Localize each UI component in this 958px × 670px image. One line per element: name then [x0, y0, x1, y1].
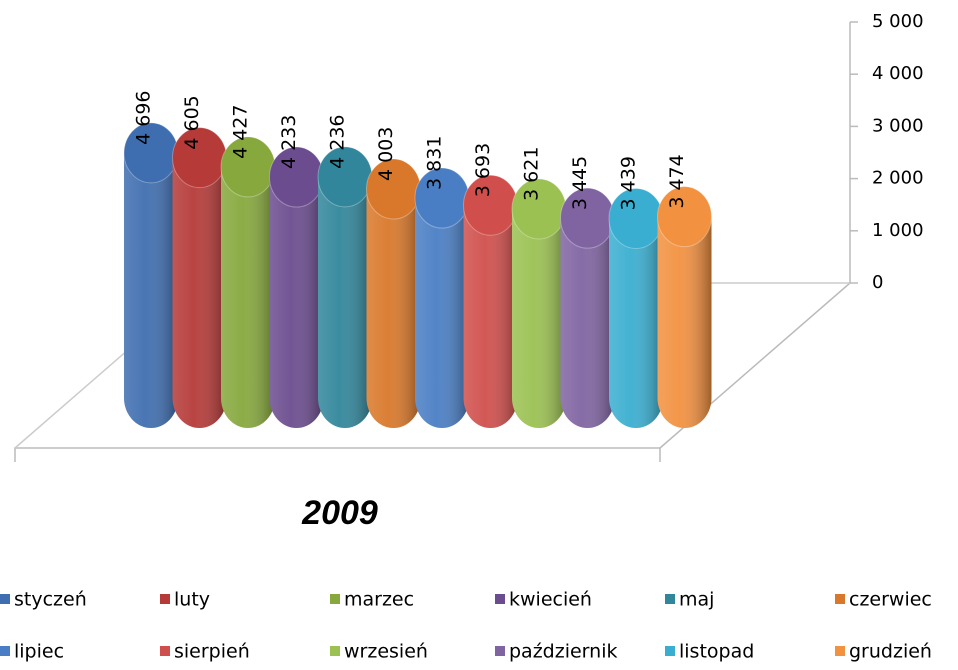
legend-label: wrzesień — [344, 641, 428, 663]
cylinder-shade — [512, 208, 566, 428]
y-tick-label: 1 000 — [872, 220, 924, 241]
legend-label: czerwiec — [849, 589, 932, 611]
legend-label: lipiec — [14, 641, 64, 663]
legend-swatch — [330, 646, 340, 656]
cylinder-shade — [124, 152, 178, 428]
cylinder — [123, 122, 179, 428]
legend-swatch — [0, 594, 10, 604]
cylinder — [657, 186, 712, 429]
data-label: 4 003 — [375, 127, 397, 181]
legend-swatch — [160, 646, 170, 656]
legend-label: listopad — [679, 641, 754, 663]
cylinder — [560, 187, 615, 429]
legend-swatch — [665, 646, 675, 656]
legend-label: październik — [509, 641, 617, 663]
cylinder-shade — [463, 205, 518, 429]
data-label: 3 445 — [569, 156, 591, 210]
cylinder-top — [657, 186, 712, 248]
cylinder-shade — [221, 166, 275, 429]
category-label: 2009 — [301, 494, 378, 532]
data-label: 3 439 — [618, 156, 640, 210]
legend-swatch — [0, 646, 10, 656]
legend-swatch — [835, 594, 845, 604]
legend-label: kwiecień — [509, 589, 592, 611]
cylinder-shade — [609, 218, 663, 428]
cylinder — [463, 174, 518, 429]
legend-label: luty — [174, 589, 210, 611]
legend-label: sierpień — [174, 641, 250, 663]
data-label: 3 693 — [472, 143, 494, 197]
cylinder-shade — [366, 189, 421, 429]
data-label: 3 831 — [424, 136, 446, 190]
cylinder — [366, 158, 421, 429]
y-tick-label: 4 000 — [872, 63, 924, 84]
cylinder-shade — [560, 218, 615, 429]
data-label: 4 427 — [230, 105, 252, 159]
cylinder-shade — [172, 157, 227, 429]
data-label: 3 474 — [666, 154, 688, 208]
legend-swatch — [160, 594, 170, 604]
cylinder — [220, 136, 276, 429]
cylinder — [511, 178, 567, 428]
y-tick-label: 3 000 — [872, 115, 924, 136]
data-label: 4 605 — [181, 95, 203, 149]
legend-swatch — [835, 646, 845, 656]
data-label: 4 696 — [133, 90, 155, 144]
data-label: 3 621 — [521, 147, 543, 201]
legend-label: styczeń — [14, 589, 87, 611]
legend-label: maj — [679, 589, 714, 611]
cylinder-shade — [269, 177, 324, 429]
legend-swatch — [665, 594, 675, 604]
legend-label: grudzień — [849, 641, 932, 663]
legend-swatch — [330, 594, 340, 604]
cylinder-shade — [657, 216, 712, 429]
cylinder — [172, 127, 227, 429]
data-label: 4 236 — [327, 114, 349, 168]
cylinder-shade — [318, 176, 372, 428]
data-label: 4 233 — [278, 115, 300, 169]
cylinder-shade — [415, 198, 469, 428]
legend-label: marzec — [344, 589, 414, 611]
legend-swatch — [495, 646, 505, 656]
y-tick-label: 5 000 — [872, 11, 924, 32]
y-tick-label: 0 — [872, 272, 883, 293]
cylinder — [317, 146, 373, 428]
y-tick-label: 2 000 — [872, 168, 924, 189]
cylinder — [608, 187, 664, 428]
legend-swatch — [495, 594, 505, 604]
cylinder — [414, 167, 470, 428]
cylinder — [269, 146, 324, 429]
